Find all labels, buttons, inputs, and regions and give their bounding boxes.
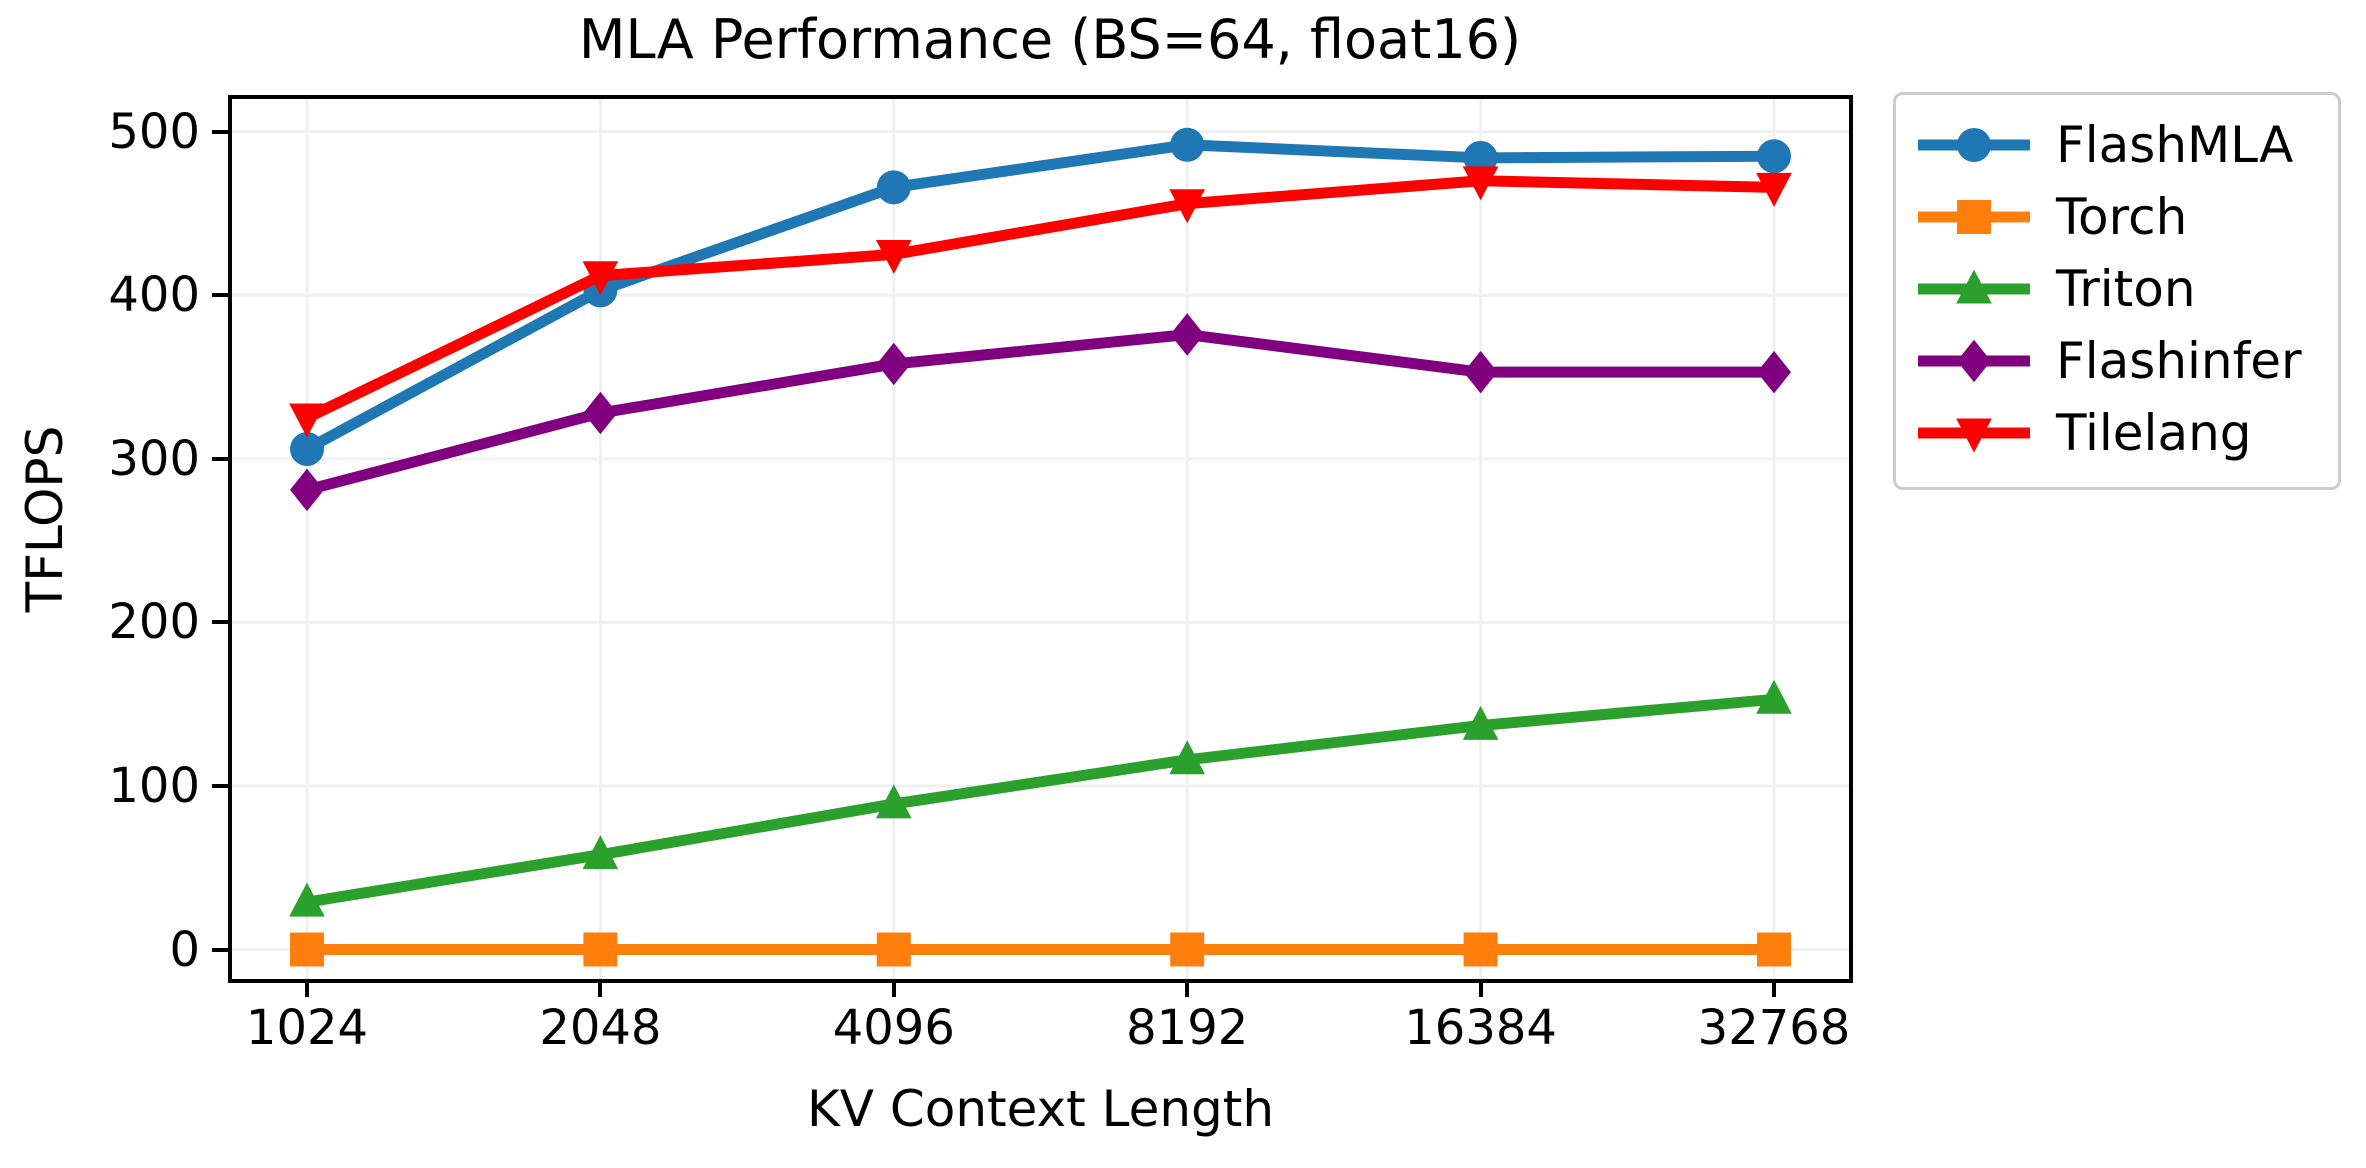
- data-point-marker: [875, 784, 912, 819]
- y-tick-label: 300: [108, 430, 200, 487]
- series-line: [301, 693, 1780, 908]
- y-tick-mark: [212, 620, 230, 625]
- data-point-marker: [876, 932, 911, 967]
- x-tick-label: 4096: [832, 1000, 955, 1056]
- x-tick-label: 32768: [1697, 1000, 1851, 1056]
- data-point-marker: [1756, 172, 1792, 207]
- legend-item-flashinfer[interactable]: Flashinfer: [1914, 325, 2320, 397]
- y-tick-mark: [212, 783, 230, 788]
- y-tick-mark: [212, 293, 230, 298]
- y-tick-label: 200: [108, 594, 200, 651]
- data-point-marker: [1170, 932, 1205, 967]
- x-tick-mark: [1185, 979, 1190, 997]
- x-tick-mark: [598, 979, 603, 997]
- series-flashmla: [290, 127, 1791, 467]
- x-tick-label: 2048: [539, 1000, 662, 1056]
- legend-marker-icon: [1914, 331, 2034, 391]
- data-point-marker: [290, 468, 324, 512]
- data-point-marker: [875, 239, 912, 274]
- y-tick-mark: [212, 947, 230, 952]
- series-tilelang: [289, 166, 1792, 438]
- data-point-marker: [583, 932, 618, 967]
- series-torch: [290, 932, 1791, 967]
- data-point-marker: [1462, 705, 1499, 740]
- x-axis-label: KV Context Length: [806, 1080, 1275, 1138]
- series-line: [301, 139, 1780, 455]
- data-point-marker: [876, 342, 911, 386]
- legend-item-triton[interactable]: Triton: [1914, 253, 2320, 325]
- x-tick-mark: [305, 979, 309, 997]
- data-point-marker: [290, 932, 324, 967]
- y-tick-label: 500: [108, 103, 200, 160]
- legend-item-flashmla[interactable]: FlashMLA: [1914, 109, 2320, 181]
- data-point-marker: [583, 391, 618, 435]
- legend-marker-icon: [1914, 259, 2034, 319]
- y-tick-label: 400: [108, 267, 200, 324]
- x-tick-mark: [891, 979, 896, 997]
- data-point-marker: [289, 882, 325, 917]
- data-point-marker: [582, 835, 619, 870]
- data-point-marker: [1169, 189, 1206, 224]
- plot-area: [228, 95, 1853, 983]
- y-tick-label: 100: [108, 757, 200, 814]
- data-point-marker: [1757, 139, 1791, 174]
- x-tick-mark: [1772, 979, 1776, 997]
- data-point-marker: [1170, 127, 1205, 162]
- x-tick-label: 1024: [245, 1000, 369, 1056]
- legend-marker-icon: [1914, 403, 2034, 463]
- y-tick-label: 0: [169, 921, 200, 978]
- legend-item-label: Torch: [2056, 188, 2188, 246]
- data-point-marker: [1169, 740, 1206, 775]
- data-point-marker: [1170, 313, 1205, 356]
- data-point-marker: [1462, 166, 1499, 201]
- data-point-marker: [1757, 932, 1791, 967]
- y-axis-label: TFLOPS: [16, 425, 74, 613]
- series-line: [301, 329, 1780, 496]
- legend-marker-icon: [1914, 115, 2034, 175]
- x-tick-label: 16384: [1404, 1000, 1557, 1056]
- legend-item-torch[interactable]: Torch: [1914, 181, 2320, 253]
- legend-item-label: Flashinfer: [2056, 332, 2302, 390]
- data-point-marker: [290, 432, 324, 467]
- series-triton: [289, 679, 1792, 917]
- legend-item-label: Triton: [2056, 260, 2196, 318]
- page-title: MLA Performance (BS=64, float16): [578, 8, 1522, 71]
- legend-item-tilelang[interactable]: Tilelang: [1914, 397, 2320, 469]
- legend-item-label: FlashMLA: [2056, 116, 2294, 174]
- y-tick-mark: [212, 456, 230, 461]
- legend-marker-icon: [1914, 187, 2034, 247]
- data-point-marker: [876, 170, 911, 205]
- data-point-marker: [289, 403, 325, 438]
- data-point-marker: [1463, 350, 1498, 394]
- series-layer: [289, 127, 1792, 967]
- legend: FlashMLA Torch Triton Flashinfer Tilelang: [1893, 92, 2341, 490]
- y-tick-mark: [212, 129, 230, 134]
- x-tick-mark: [1478, 979, 1483, 997]
- x-tick-label: 8192: [1126, 1000, 1249, 1056]
- series-flashinfer: [290, 313, 1791, 512]
- plot-svg: [232, 99, 1849, 979]
- data-point-marker: [1757, 350, 1791, 394]
- data-point-marker: [1463, 932, 1498, 967]
- data-point-marker: [582, 261, 619, 296]
- series-line: [301, 175, 1780, 424]
- data-point-marker: [1756, 679, 1792, 714]
- legend-item-label: Tilelang: [2056, 404, 2252, 462]
